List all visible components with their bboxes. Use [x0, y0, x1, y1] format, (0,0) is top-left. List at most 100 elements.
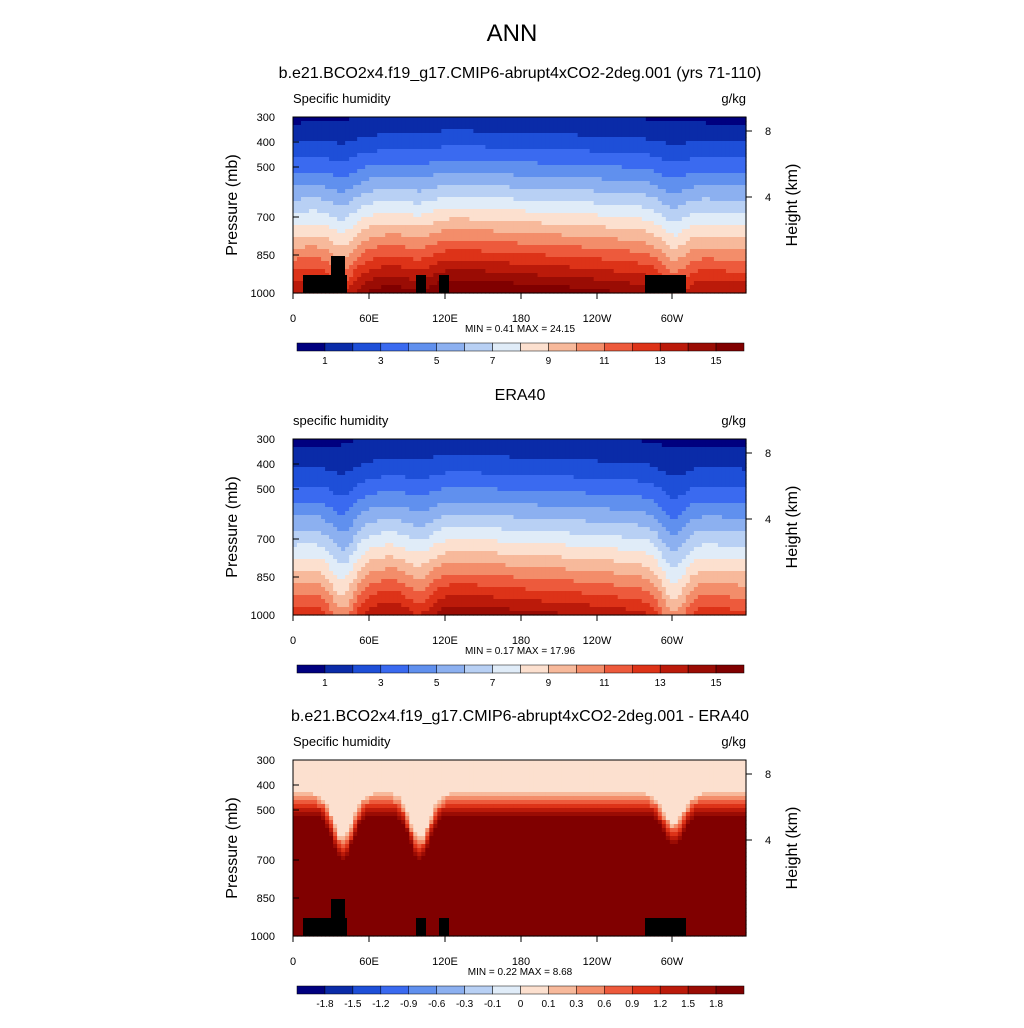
field-cell	[465, 173, 470, 178]
field-cell	[618, 281, 623, 286]
field-cell	[393, 237, 398, 242]
field-cell	[590, 285, 595, 290]
field-cell	[361, 157, 366, 162]
field-cell	[433, 233, 438, 238]
field-cell	[337, 173, 342, 178]
field-cell	[369, 265, 374, 270]
field-cell	[554, 125, 559, 130]
field-cell	[497, 197, 502, 202]
field-cell	[437, 257, 442, 262]
field-cell	[606, 121, 611, 126]
field-cell	[497, 265, 502, 270]
field-cell	[654, 169, 659, 174]
field-cell	[381, 261, 386, 266]
field-cell	[674, 145, 679, 150]
field-cell	[710, 249, 715, 254]
field-cell	[682, 125, 687, 130]
field-cell	[638, 277, 643, 282]
field-cell	[682, 261, 687, 266]
field-cell	[554, 161, 559, 166]
field-cell	[650, 173, 655, 178]
field-cell	[465, 245, 470, 250]
field-cell	[610, 173, 615, 178]
field-cell	[489, 165, 494, 170]
field-cell	[397, 185, 402, 190]
field-cell	[489, 233, 494, 238]
field-cell	[566, 237, 571, 242]
field-cell	[369, 185, 374, 190]
field-cell	[558, 161, 563, 166]
field-cell	[590, 205, 595, 210]
field-cell	[393, 185, 398, 190]
field-cell	[622, 269, 627, 274]
field-cell	[530, 217, 535, 222]
field-cell	[293, 185, 298, 190]
field-cell	[357, 229, 362, 234]
field-cell	[622, 185, 627, 190]
field-cell	[726, 153, 731, 158]
field-cell	[357, 189, 362, 194]
field-cell	[622, 193, 627, 198]
field-cell	[349, 153, 354, 158]
field-cell	[582, 285, 587, 290]
field-cell	[485, 265, 490, 270]
field-cell	[433, 257, 438, 262]
field-cell	[542, 209, 547, 214]
field-cell	[542, 157, 547, 162]
field-cell	[301, 137, 306, 142]
field-cell	[313, 257, 318, 262]
field-cell	[429, 129, 434, 134]
field-cell	[718, 165, 723, 170]
field-cell	[654, 161, 659, 166]
field-cell	[413, 177, 418, 182]
field-cell	[702, 273, 707, 278]
field-cell	[586, 177, 591, 182]
field-cell	[425, 205, 430, 210]
field-cell	[586, 285, 591, 290]
field-cell	[397, 205, 402, 210]
field-cell	[726, 141, 731, 146]
field-cell	[730, 161, 735, 166]
field-cell	[325, 257, 330, 262]
field-cell	[449, 177, 454, 182]
field-cell	[433, 205, 438, 210]
field-cell	[730, 233, 735, 238]
field-cell	[738, 165, 743, 170]
field-cell	[694, 273, 699, 278]
field-cell	[305, 173, 310, 178]
field-cell	[702, 261, 707, 266]
field-cell	[602, 245, 607, 250]
field-cell	[554, 133, 559, 138]
field-cell	[341, 245, 346, 250]
field-cell	[377, 233, 382, 238]
field-cell	[437, 241, 442, 246]
field-cell	[694, 129, 699, 134]
field-cell	[630, 157, 635, 162]
field-cell	[461, 245, 466, 250]
field-cell	[718, 257, 723, 262]
field-cell	[706, 177, 711, 182]
field-cell	[349, 273, 354, 278]
field-cell	[465, 237, 470, 242]
field-cell	[702, 133, 707, 138]
field-cell	[473, 269, 478, 274]
field-cell	[650, 245, 655, 250]
field-cell	[714, 281, 719, 286]
field-cell	[626, 217, 631, 222]
field-cell	[505, 213, 510, 218]
field-cell	[698, 129, 703, 134]
field-cell	[602, 253, 607, 258]
field-cell	[530, 229, 535, 234]
field-cell	[650, 189, 655, 194]
field-cell	[505, 201, 510, 206]
field-cell	[405, 133, 410, 138]
field-cell	[594, 193, 599, 198]
field-cell	[453, 129, 458, 134]
field-cell	[437, 173, 442, 178]
field-cell	[702, 117, 707, 122]
field-cell	[678, 209, 683, 214]
field-cell	[497, 249, 502, 254]
field-cell	[562, 149, 567, 154]
field-cell	[658, 233, 663, 238]
field-cell	[417, 133, 422, 138]
